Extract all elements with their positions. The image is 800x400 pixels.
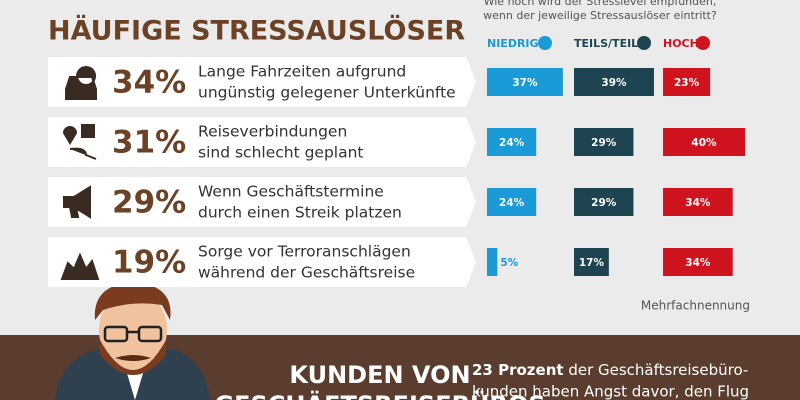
footer-text: 23 Prozent der Geschäftsreisebüro- — [472, 361, 748, 379]
share: 29% — [112, 185, 186, 221]
bar — [487, 68, 563, 96]
legend-icon — [637, 36, 651, 50]
row-label: Reiseverbindungen — [198, 123, 347, 141]
legend-icon — [538, 36, 552, 50]
legend-icon — [696, 36, 710, 50]
value-label: 24% — [499, 137, 525, 149]
bar — [574, 68, 654, 96]
share: 31% — [112, 125, 186, 161]
bar — [487, 128, 537, 156]
row-label: während der Geschäftsreise — [198, 264, 415, 282]
legend-label: TEILS/TEILS — [574, 37, 646, 50]
footer-text-line: der Geschäftsreisebüro- — [564, 361, 749, 379]
bar — [663, 248, 733, 276]
footer-bold: 23 Prozent — [472, 361, 564, 379]
bar — [487, 248, 498, 276]
share: 34% — [112, 65, 186, 101]
row-card — [48, 177, 476, 227]
question: wenn der jeweilige Stressauslöser eintri… — [483, 9, 717, 22]
legend-label: HOCH — [663, 37, 699, 50]
bar — [574, 248, 609, 276]
note: Mehrfachnennung — [641, 299, 750, 313]
row-card — [48, 237, 476, 287]
share: 19% — [112, 245, 186, 281]
person-illustration — [55, 282, 210, 400]
row-label: ungünstig gelegener Unterkünfte — [198, 84, 456, 102]
value-label: 5% — [500, 257, 518, 269]
value-label: 29% — [591, 137, 617, 149]
row-icon — [60, 252, 100, 280]
footer-heading: GESCHÄFTSREISEBÜROS — [214, 389, 545, 400]
row-label: Lange Fahrzeiten aufgrund — [198, 63, 406, 81]
row-label: sind schlecht geplant — [198, 144, 364, 162]
footer-heading: KUNDEN VON — [289, 361, 470, 389]
legend-label: NIEDRIG — [487, 37, 539, 50]
value-label: 17% — [579, 257, 605, 269]
row-label: Sorge vor Terroranschlägen — [198, 243, 411, 261]
bar — [663, 68, 711, 96]
question: Wie hoch wird der Stresslevel empfunden, — [484, 0, 717, 8]
value-label: 23% — [674, 77, 700, 89]
value-label: 37% — [512, 77, 538, 89]
row-card — [48, 117, 476, 167]
row-card — [48, 57, 476, 107]
row-icon — [62, 124, 97, 160]
row-label: durch einen Streik platzen — [198, 204, 402, 222]
footer-text: kunden haben Angst davor, den Flug — [472, 383, 749, 400]
value-label: 34% — [685, 197, 711, 209]
row-label: Wenn Geschäftstermine — [198, 183, 384, 201]
value-label: 29% — [591, 197, 617, 209]
row-icon — [63, 185, 91, 219]
bar — [487, 188, 537, 216]
bar — [574, 188, 634, 216]
title: HÄUFIGE STRESSAUSLÖSER — [48, 14, 465, 47]
value-label: 40% — [691, 137, 717, 149]
bar — [663, 128, 745, 156]
value-label: 34% — [685, 257, 711, 269]
bar — [663, 188, 733, 216]
row-icon — [65, 66, 97, 100]
bar — [574, 128, 634, 156]
value-label: 39% — [601, 77, 627, 89]
value-label: 24% — [499, 197, 525, 209]
